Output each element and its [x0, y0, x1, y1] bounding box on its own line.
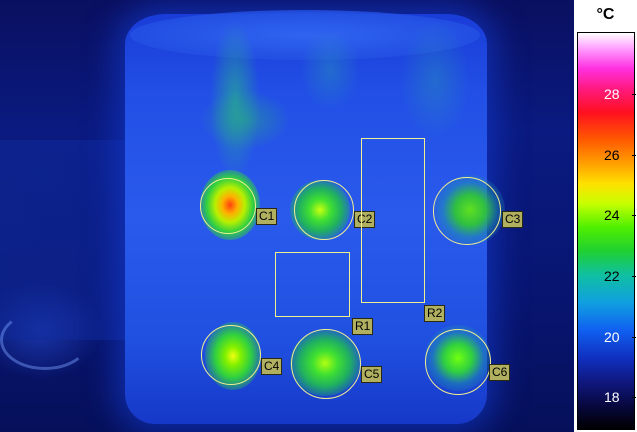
color-scale: °C 28 26 24 22 20 18 — [574, 0, 637, 432]
scale-tick-label: 24 — [604, 207, 620, 223]
roi-circle-c3[interactable] — [433, 177, 501, 245]
roi-label-r2: R2 — [424, 305, 446, 322]
barrel-top — [130, 10, 480, 60]
warm-streak — [210, 20, 260, 180]
cable-shape — [0, 310, 90, 370]
scale-tick-mark — [632, 155, 636, 156]
roi-rect-r2[interactable] — [361, 138, 425, 303]
roi-label-c5: C5 — [361, 366, 383, 383]
roi-circle-c2[interactable] — [294, 180, 354, 240]
roi-label-c6: C6 — [489, 364, 511, 381]
color-gradient-bar — [577, 32, 635, 430]
background-object — [0, 140, 130, 340]
roi-label-c2: C2 — [354, 211, 376, 228]
roi-label-c1: C1 — [256, 208, 278, 225]
roi-label-c3: C3 — [502, 211, 524, 228]
warm-streak — [300, 30, 360, 110]
scale-tick-label: 28 — [604, 86, 620, 102]
scale-tick-label: 22 — [604, 268, 620, 284]
scale-tick-label: 18 — [604, 389, 620, 405]
warm-streak — [400, 20, 470, 140]
scale-tick-label: 26 — [604, 147, 620, 163]
roi-rect-r1[interactable] — [275, 252, 350, 317]
thermal-image[interactable]: C1 C2 C3 C4 C5 C6 R1 R2 — [0, 0, 574, 432]
scale-unit: °C — [596, 6, 615, 23]
scale-tick-mark — [632, 94, 636, 95]
scale-tick-mark — [632, 276, 636, 277]
scale-tick-mark — [632, 397, 636, 398]
roi-label-r1: R1 — [352, 318, 374, 335]
scale-tick-label: 20 — [604, 329, 620, 345]
roi-circle-c5[interactable] — [291, 329, 361, 399]
warm-streak — [200, 90, 290, 150]
scale-tick-mark — [632, 215, 636, 216]
roi-label-c4: C4 — [261, 358, 283, 375]
roi-circle-c6[interactable] — [425, 329, 491, 395]
roi-circle-c4[interactable] — [201, 325, 261, 385]
scale-tick-mark — [632, 337, 636, 338]
roi-circle-c1[interactable] — [200, 178, 256, 234]
